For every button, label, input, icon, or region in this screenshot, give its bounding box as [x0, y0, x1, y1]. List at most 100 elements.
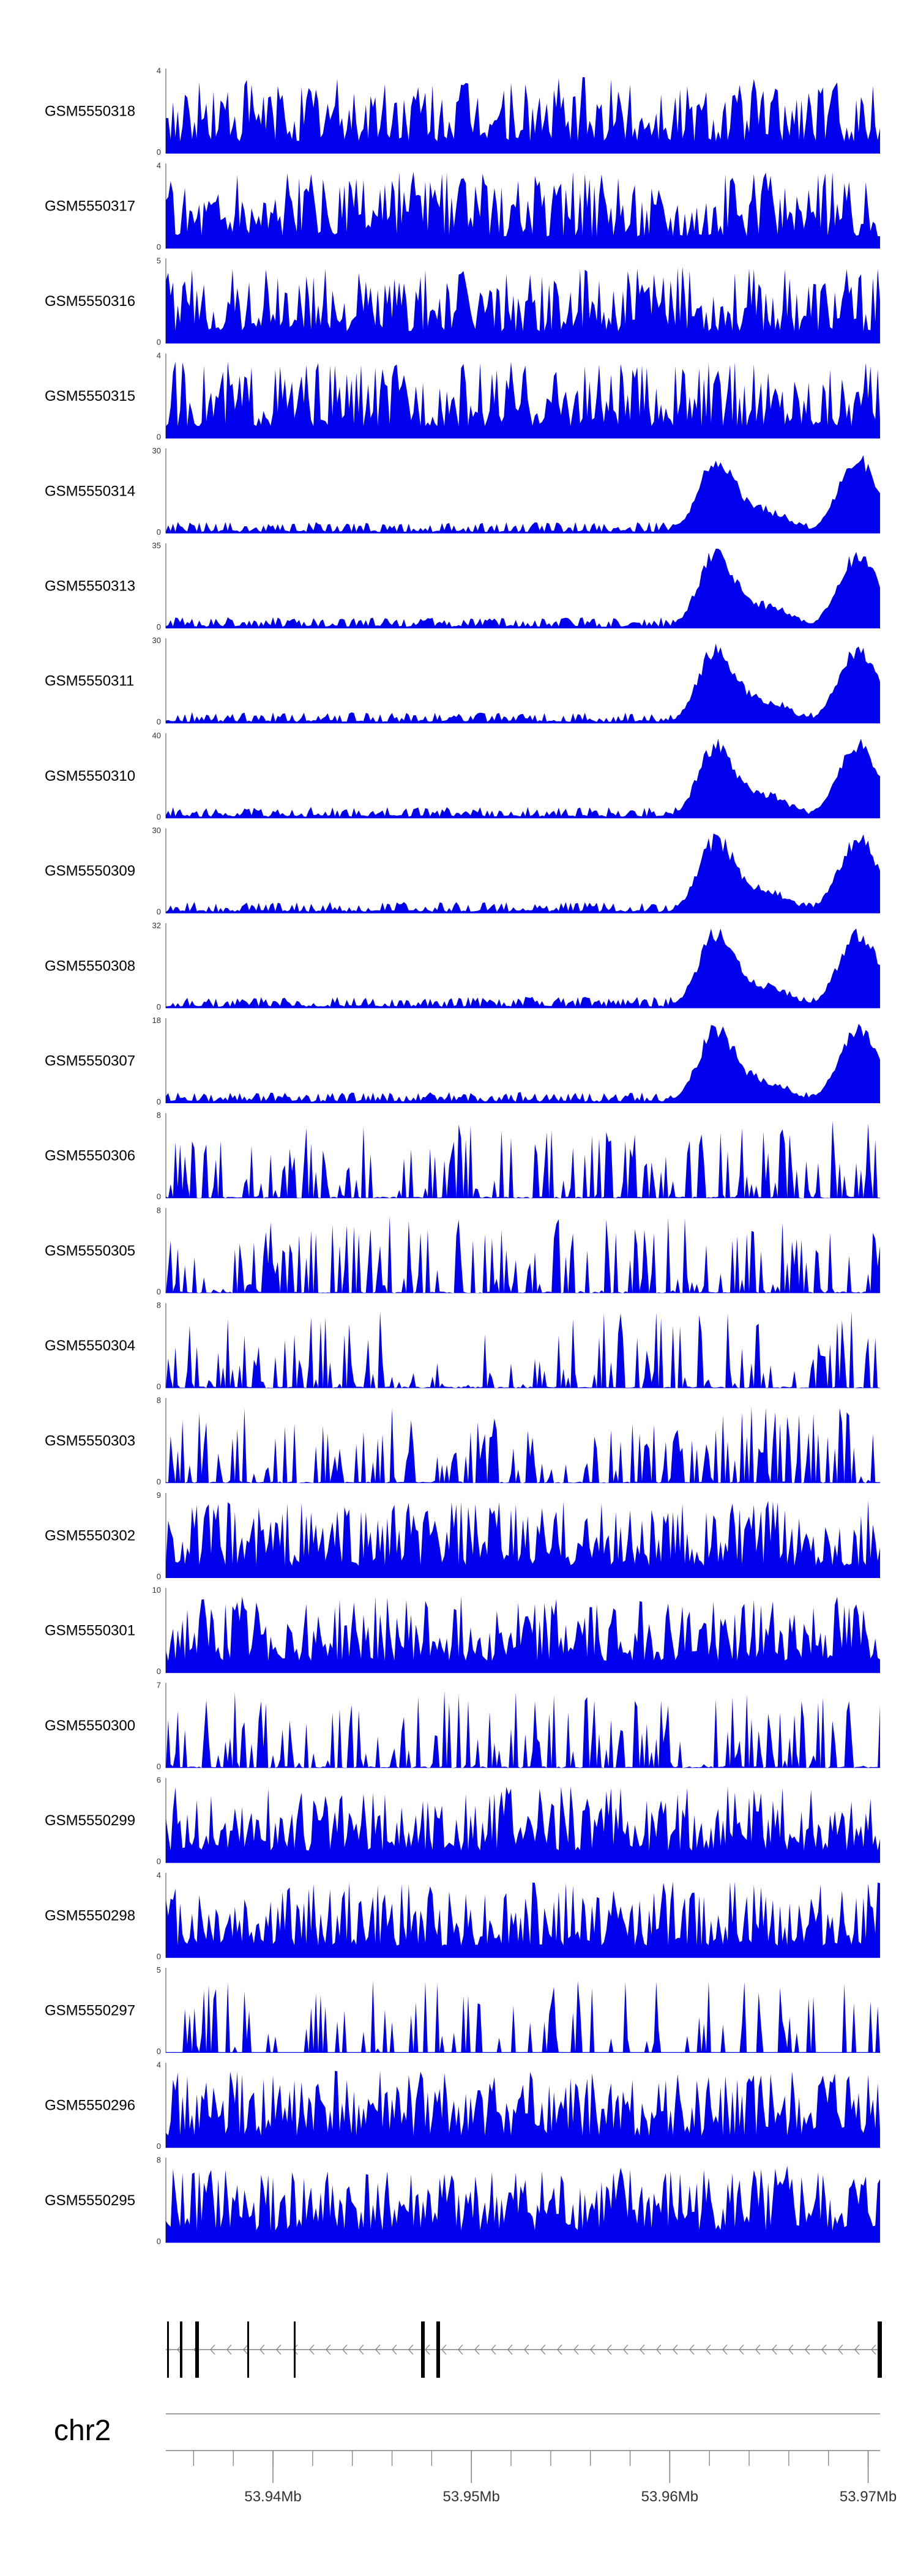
strand-arrow [772, 2344, 777, 2355]
track: GSM5550296 4 0 [45, 2060, 880, 2151]
coverage-area [166, 1407, 880, 1483]
strand-arrow [392, 2344, 397, 2355]
coverage-area [166, 1024, 880, 1103]
strand-arrow [606, 2344, 612, 2355]
track-label: GSM5550313 [45, 578, 135, 595]
strand-arrow [821, 2344, 827, 2355]
strand-arrow [408, 2344, 414, 2355]
track-label: GSM5550297 [45, 2003, 135, 2019]
strand-arrow [243, 2344, 248, 2355]
track-ymax-label: 40 [152, 731, 161, 740]
strand-arrow [342, 2344, 348, 2355]
track-ymin-label: 0 [157, 2047, 161, 2056]
track-ymax-label: 4 [157, 66, 161, 75]
track-ymax-label: 10 [152, 1585, 161, 1595]
track: GSM5550309 30 0 [45, 826, 880, 917]
track-ymin-label: 0 [157, 1762, 161, 1771]
track-label: GSM5550300 [45, 1718, 135, 1734]
track-label: GSM5550295 [45, 2192, 135, 2209]
track-ymin-label: 0 [157, 1192, 161, 1201]
track-ymax-label: 7 [157, 1680, 161, 1689]
coverage-area [166, 1216, 880, 1294]
track: GSM5550315 4 0 [45, 351, 880, 442]
track-ymin-label: 0 [157, 2142, 161, 2151]
track: GSM5550317 4 0 [45, 161, 880, 251]
axis-tick-label: 53.97Mb [840, 2489, 897, 2505]
exon [247, 2321, 249, 2378]
strand-arrow [309, 2344, 315, 2355]
track: GSM5550297 5 0 [45, 1965, 880, 2056]
coverage-area [166, 1596, 880, 1673]
track-label: GSM5550310 [45, 768, 135, 784]
exon [195, 2321, 199, 2378]
track: GSM5550307 18 0 [45, 1016, 880, 1106]
track-ymax-label: 35 [152, 541, 161, 550]
track-ymin-label: 0 [157, 1477, 161, 1486]
axis-tick-label: 53.96Mb [641, 2489, 698, 2505]
track-label: GSM5550299 [45, 1812, 135, 1829]
track-ymin-label: 0 [157, 812, 161, 821]
track-ymax-label: 8 [157, 1205, 161, 1215]
track-ymax-label: 4 [157, 1871, 161, 1880]
track: GSM5550304 8 0 [45, 1301, 880, 1391]
coverage-area [166, 2071, 880, 2148]
exon [294, 2321, 296, 2378]
exon [421, 2321, 425, 2378]
track-ymin-label: 0 [157, 1572, 161, 1581]
strand-arrow [739, 2344, 744, 2355]
strand-arrow [226, 2344, 232, 2355]
strand-arrow [524, 2344, 529, 2355]
strand-arrow [276, 2344, 282, 2355]
strand-arrow [441, 2344, 447, 2355]
track-ymax-label: 8 [157, 2155, 161, 2164]
strand-arrow [458, 2344, 463, 2355]
coverage-area [166, 1500, 880, 1578]
strand-arrow [557, 2344, 562, 2355]
strand-arrow [573, 2344, 579, 2355]
track: GSM5550298 4 0 [45, 1871, 880, 1961]
strand-arrow [375, 2344, 381, 2355]
track-ymax-label: 8 [157, 1111, 161, 1120]
track: GSM5550311 30 0 [45, 636, 880, 726]
track: GSM5550295 8 0 [45, 2155, 880, 2246]
track-ymax-label: 8 [157, 1301, 161, 1310]
track-label: GSM5550309 [45, 863, 135, 879]
axis-tick-label: 53.94Mb [244, 2489, 301, 2505]
track-label: GSM5550307 [45, 1053, 135, 1070]
exon [436, 2321, 440, 2378]
strand-arrow [788, 2344, 794, 2355]
coverage-area [166, 1691, 880, 1768]
coverage-area [166, 361, 880, 439]
track-label: GSM5550311 [45, 673, 134, 690]
coverage-area [166, 928, 880, 1008]
track: GSM5550310 40 0 [45, 731, 880, 821]
track-ymin-label: 0 [157, 1952, 161, 1961]
exon [878, 2321, 882, 2378]
strand-arrow [854, 2344, 860, 2355]
strand-arrow [507, 2344, 513, 2355]
track-label: GSM5550316 [45, 293, 135, 310]
track-ymax-label: 4 [157, 2060, 161, 2069]
track-ymax-label: 30 [152, 446, 161, 455]
coverage-area [166, 77, 880, 154]
strand-arrow [722, 2344, 728, 2355]
strand-arrow [293, 2344, 298, 2355]
track-ymax-label: 30 [152, 636, 161, 645]
genome-axis: chr2 53.94Mb 53.95Mb 53.96Mb 53.97Mb [54, 2413, 897, 2505]
strand-arrow [474, 2344, 480, 2355]
track: GSM5550300 7 0 [45, 1680, 880, 1771]
chromosome-label: chr2 [54, 2414, 111, 2447]
strand-arrow [805, 2344, 810, 2355]
coverage-tracks: GSM555031840GSM555031740GSM555031650GSM5… [45, 66, 880, 2246]
track-ymax-label: 9 [157, 1491, 161, 1500]
track-ymin-label: 0 [157, 1287, 161, 1296]
track-label: GSM5550308 [45, 958, 135, 974]
strand-arrow [540, 2344, 546, 2355]
coverage-area [166, 1882, 880, 1958]
exon [167, 2321, 169, 2378]
track: GSM5550313 35 0 [45, 541, 880, 631]
track-ymin-label: 0 [157, 337, 161, 346]
track: GSM5550318 4 0 [45, 66, 880, 157]
coverage-area [166, 833, 880, 914]
